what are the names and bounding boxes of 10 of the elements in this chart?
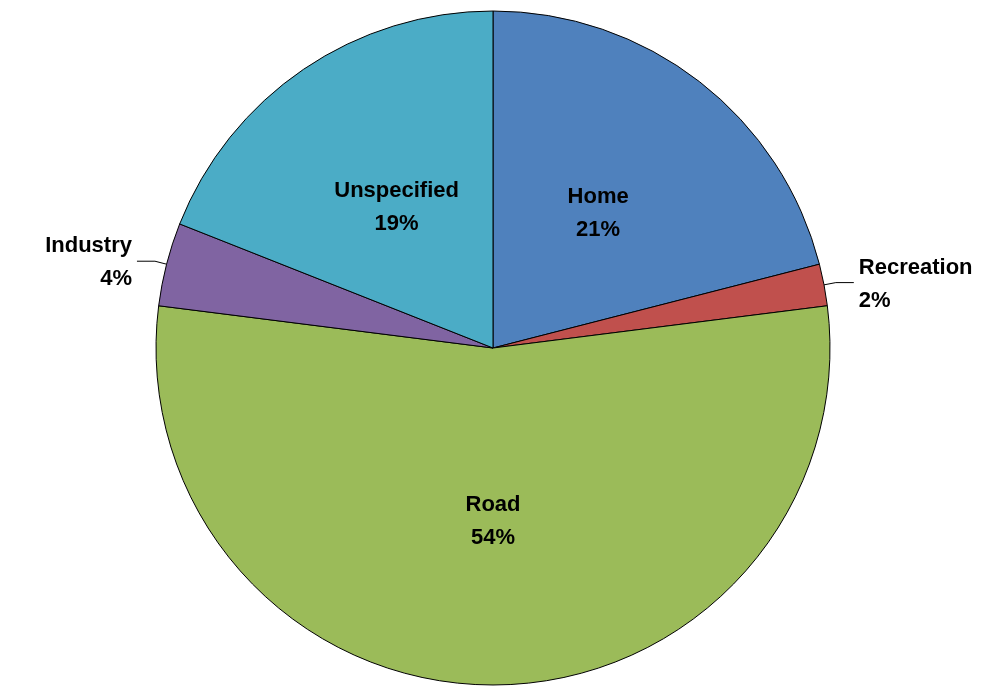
slice-label: Unspecified: [334, 177, 459, 203]
slice-label: Recreation: [858, 253, 973, 279]
data-label: 54%: [470, 523, 516, 549]
data-label: 4%: [100, 265, 132, 291]
data-label: 21%: [576, 216, 621, 242]
slice-label: Industry: [45, 232, 133, 258]
data-label: 2%: [858, 286, 891, 312]
data-label: 19%: [374, 210, 419, 236]
slice-label: Road: [465, 490, 521, 516]
slice-label: Home: [567, 183, 629, 209]
